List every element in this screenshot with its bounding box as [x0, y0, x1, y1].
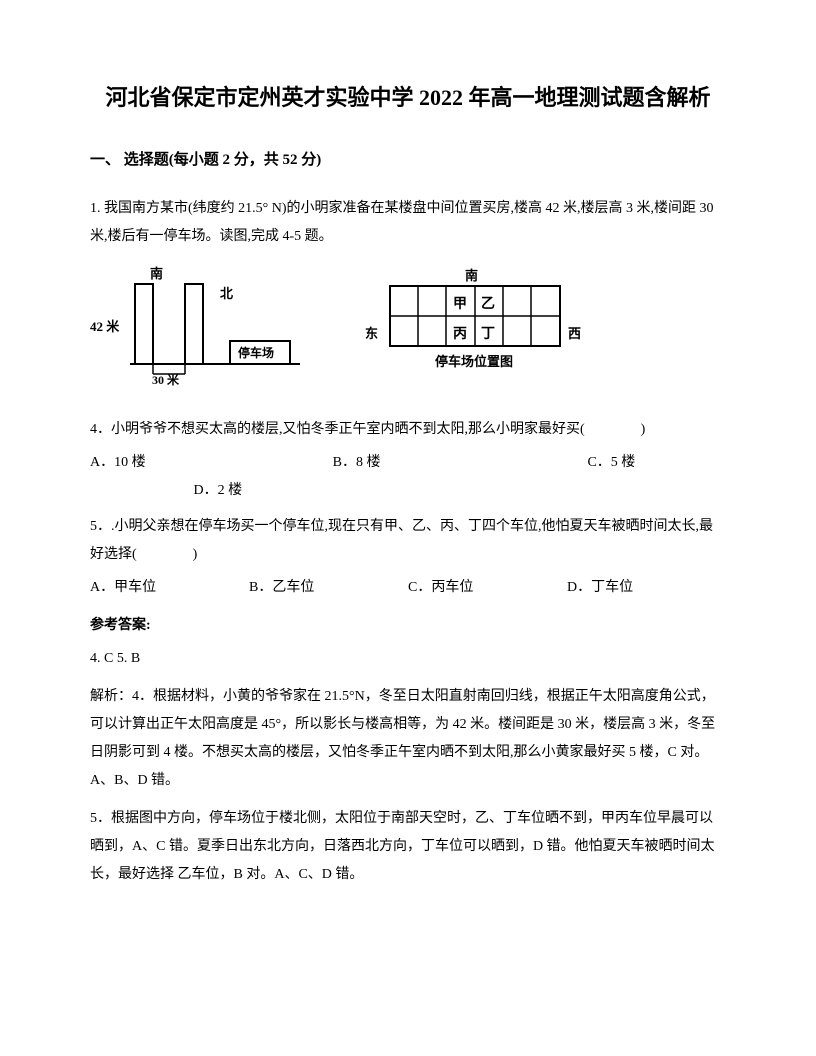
label-east: 东 [365, 326, 378, 341]
label-42m: 42 米 [90, 319, 120, 334]
cell-bing: 丙 [453, 326, 467, 342]
question-5-options: A．甲车位 B．乙车位 C．丙车位 D．丁车位 [90, 574, 726, 602]
diagram-container: 南 北 42 米 停车场 30 米 南 甲 乙 丙 丁 [90, 266, 726, 386]
q5-option-d: D．丁车位 [567, 574, 726, 602]
question-1-intro: 1. 我国南方某市(纬度约 21.5° N)的小明家准备在某楼盘中间位置买房,楼… [90, 195, 726, 251]
diagram-building-elevation: 南 北 42 米 停车场 30 米 [90, 266, 310, 386]
explanation-4: 解析：4．根据材料，小黄的爷爷家在 21.5°N，冬至日太阳直射南回归线，根据正… [90, 683, 726, 795]
label-parking-pos: 停车场位置图 [435, 354, 513, 369]
label-west: 西 [568, 326, 581, 341]
label-south: 南 [150, 266, 163, 281]
label-south-r: 南 [465, 268, 478, 283]
cell-jia: 甲 [453, 296, 467, 312]
diagram-parking-layout: 南 甲 乙 丙 丁 东 西 停车场位置图 [350, 266, 590, 386]
question-5-text: 5．.小明父亲想在停车场买一个停车位,现在只有甲、乙、丙、丁四个车位,他怕夏天车… [90, 513, 726, 569]
label-parking: 停车场 [238, 345, 274, 360]
q4-option-a: A．10 楼 [90, 455, 146, 470]
q4-option-c: C．5 楼 [587, 455, 635, 470]
q5-option-c: C．丙车位 [408, 574, 567, 602]
q5-option-b: B．乙车位 [249, 574, 408, 602]
answer-label: 参考答案: [90, 612, 726, 640]
question-4-text: 4．小明爷爷不想买太高的楼层,又怕冬季正午室内晒不到太阳,那么小明家最好买( ) [90, 416, 726, 444]
explanation-5: 5．根据图中方向，停车场位于楼北侧，太阳位于南部天空时，乙、丁车位晒不到，甲丙车… [90, 805, 726, 889]
q5-option-a: A．甲车位 [90, 574, 249, 602]
answer-values: 4. C 5. B [90, 645, 726, 673]
cell-ding: 丁 [481, 327, 495, 342]
label-30m: 30 米 [152, 372, 180, 386]
cell-yi: 乙 [481, 296, 495, 312]
q4-option-b: B．8 楼 [333, 455, 381, 470]
label-north: 北 [220, 286, 233, 301]
question-4-options: A．10 楼 B．8 楼 C．5 楼 D．2 楼 [90, 449, 726, 505]
q4-option-d: D．2 楼 [194, 483, 243, 498]
page-title: 河北省保定市定州英才实验中学 2022 年高一地理测试题含解析 [90, 80, 726, 115]
section-header: 一、 选择题(每小题 2 分，共 52 分) [90, 145, 726, 175]
